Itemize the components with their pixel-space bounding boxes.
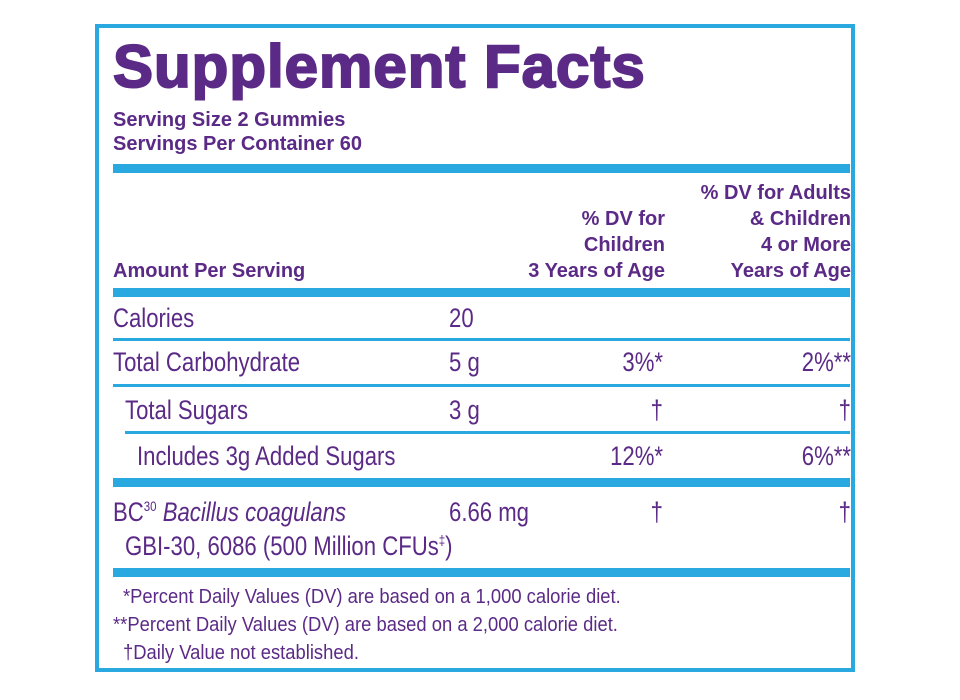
dv-adults-line-1: % DV for Adults — [700, 182, 851, 204]
probiotic-strain: GBI-30, 6086 (500 Million CFUs‡) — [125, 530, 453, 562]
row-sugars-label: Total Sugars — [125, 395, 249, 425]
row-sugars-dv-adults: † — [838, 395, 851, 425]
row-sugars-dv-children: † — [650, 395, 663, 425]
probiotic-sup: 30 — [143, 498, 157, 514]
probiotic-name: BC30 Bacillus coagulans — [113, 496, 346, 528]
dv-adults-line-2: & Children — [749, 208, 851, 230]
row-sugars-amount: 3 g — [449, 395, 480, 425]
rule-row-1 — [113, 338, 850, 341]
row-carb-dv-children: 3%* — [622, 347, 663, 377]
probiotic-dv-children: † — [650, 497, 663, 527]
amount-per-serving-header: Amount Per Serving — [113, 260, 306, 282]
supplement-facts-panel: Supplement Facts Serving Size 2 Gummies … — [95, 24, 855, 672]
row-carb-dv-adults: 2%** — [801, 347, 851, 377]
dv-children-header: % DV for Children 3 Years of Age — [479, 206, 665, 284]
probiotic-prefix: BC — [113, 497, 144, 527]
row-added-sugars-label: Includes 3g Added Sugars — [137, 441, 396, 471]
dv-children-line-2: Children — [583, 234, 665, 256]
probiotic-strain-text: GBI-30, 6086 (500 Million CFUs — [125, 531, 439, 561]
dv-adults-line-3: 4 or More — [760, 234, 851, 256]
row-calories-amount: 20 — [449, 303, 474, 333]
footnote-2: **Percent Daily Values (DV) are based on… — [113, 614, 618, 636]
dv-adults-line-4: Years of Age — [730, 260, 851, 282]
dv-adults-header: % DV for Adults & Children 4 or More Yea… — [659, 180, 851, 284]
row-carb-label: Total Carbohydrate — [113, 347, 301, 377]
row-added-sugars-dv-adults: 6%** — [801, 441, 851, 471]
probiotic-strain-end: ) — [445, 531, 453, 561]
servings-per-container: Servings Per Container 60 — [113, 133, 362, 155]
dv-children-line-1: % DV for — [581, 208, 665, 230]
footnote-1: *Percent Daily Values (DV) are based on … — [123, 586, 621, 608]
rule-top — [113, 164, 850, 173]
rule-probiotic — [113, 478, 850, 487]
rule-row-3 — [125, 431, 850, 434]
rule-row-2 — [113, 384, 850, 387]
row-carb-amount: 5 g — [449, 347, 480, 377]
probiotic-strain-sup: ‡ — [438, 532, 446, 548]
dv-children-line-3: 3 Years of Age — [528, 260, 665, 282]
serving-size: Serving Size 2 Gummies — [113, 109, 346, 131]
probiotic-species: Bacillus coagulans — [162, 497, 347, 527]
row-added-sugars-dv-children: 12%* — [610, 441, 663, 471]
probiotic-amount: 6.66 mg — [449, 497, 530, 527]
probiotic-dv-adults: † — [838, 497, 851, 527]
row-calories-label: Calories — [113, 303, 195, 333]
panel-title: Supplement Facts — [112, 32, 646, 101]
rule-footnotes — [113, 568, 850, 577]
rule-header — [113, 288, 850, 297]
footnote-3: †Daily Value not established. — [123, 642, 359, 664]
